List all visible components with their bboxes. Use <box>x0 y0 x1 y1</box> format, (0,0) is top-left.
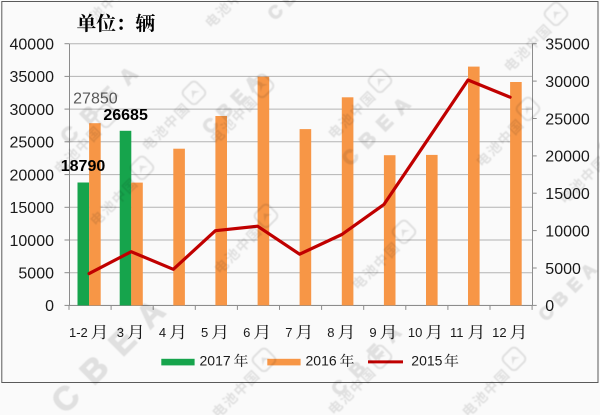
svg-text:7: 7 <box>285 325 292 340</box>
svg-text:2017: 2017 <box>200 352 231 368</box>
svg-text:20000: 20000 <box>545 149 590 166</box>
svg-text:1-2: 1-2 <box>69 325 88 340</box>
svg-text:2015: 2015 <box>411 352 442 368</box>
svg-text:9: 9 <box>369 325 376 340</box>
svg-text:10: 10 <box>408 325 422 340</box>
svg-text:40000: 40000 <box>10 37 55 54</box>
svg-text:12: 12 <box>492 325 506 340</box>
svg-text:8: 8 <box>327 325 334 340</box>
svg-text:11: 11 <box>450 325 464 340</box>
svg-text:5000: 5000 <box>18 266 54 283</box>
svg-text:18790: 18790 <box>61 158 106 175</box>
svg-text:6: 6 <box>243 325 250 340</box>
svg-text:27850: 27850 <box>73 91 118 108</box>
svg-text:30000: 30000 <box>545 74 590 91</box>
svg-text:2016: 2016 <box>306 352 337 368</box>
svg-text:25000: 25000 <box>10 135 55 152</box>
svg-text:10000: 10000 <box>10 233 55 250</box>
svg-text:35000: 35000 <box>545 37 590 54</box>
svg-text:5: 5 <box>201 325 208 340</box>
svg-text:4: 4 <box>159 325 166 340</box>
svg-text:25000: 25000 <box>545 111 590 128</box>
svg-text:5000: 5000 <box>545 261 581 278</box>
svg-text:20000: 20000 <box>10 167 55 184</box>
svg-text:35000: 35000 <box>10 69 55 86</box>
svg-text:0: 0 <box>45 298 54 315</box>
svg-text:0: 0 <box>545 298 554 315</box>
svg-text:3: 3 <box>117 325 124 340</box>
svg-text:15000: 15000 <box>10 200 55 217</box>
svg-text:30000: 30000 <box>10 102 55 119</box>
svg-text:10000: 10000 <box>545 223 590 240</box>
